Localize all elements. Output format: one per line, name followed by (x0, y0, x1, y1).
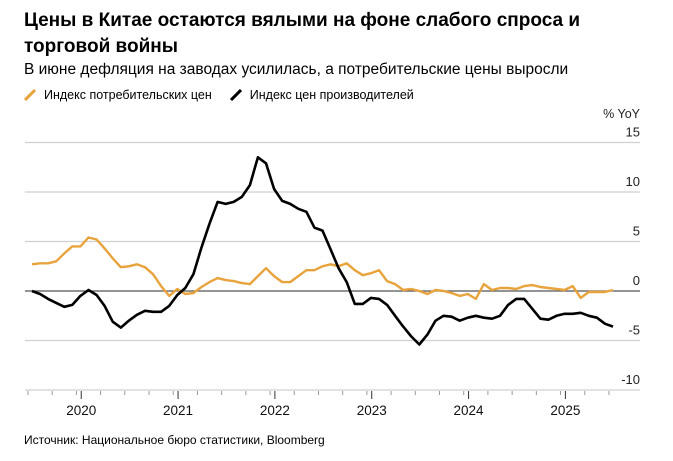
y-tick-label: 15 (626, 125, 640, 140)
x-tick-label: 2020 (66, 403, 96, 418)
y-tick-label: -10 (621, 372, 640, 387)
x-tick-label: 2025 (550, 403, 580, 418)
legend-item-ppi: Индекс цен производителей (229, 88, 414, 102)
y-tick-label: 0 (633, 273, 640, 288)
cpi-series-line (31, 236, 614, 301)
chart-subtitle: В июне дефляция на заводах усилилась, а … (24, 61, 569, 78)
legend: Индекс потребительских цен Индекс цен пр… (24, 88, 414, 102)
x-tick-label: 2024 (454, 403, 485, 418)
y-tick-label: -5 (628, 323, 640, 338)
y-axis-label: % YoY (603, 107, 641, 121)
x-tick-label: 2023 (357, 403, 387, 418)
legend-label-ppi: Индекс цен производителей (249, 88, 414, 102)
legend-label-cpi: Индекс потребительских цен (44, 88, 212, 102)
x-tick-label: 2021 (163, 403, 193, 418)
legend-swatch-ppi (229, 89, 242, 101)
ppi-series-line (31, 156, 614, 346)
legend-item-cpi: Индекс потребительских цен (24, 88, 212, 102)
chart-title: Цены в Китае остаются вялыми на фоне сла… (24, 10, 581, 57)
x-tick-label: 2022 (260, 403, 290, 418)
legend-swatch-cpi (24, 89, 36, 101)
y-tick-label: 5 (633, 224, 640, 239)
source-note: Источник: Национальное бюро статистики, … (24, 433, 325, 447)
y-tick-label: 10 (626, 174, 640, 189)
